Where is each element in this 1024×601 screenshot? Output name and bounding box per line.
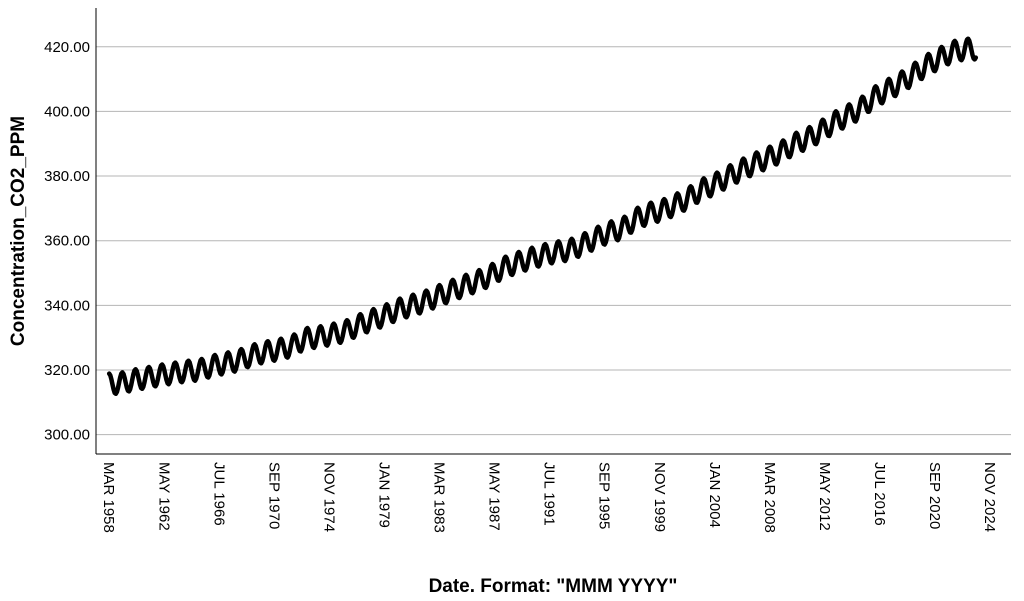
x-tick-label: MAR 2008 [761, 462, 778, 533]
x-tick-label: NOV 1999 [651, 462, 668, 532]
y-tick-label: 340.00 [44, 297, 90, 314]
x-tick-labels: MAR 1958 MAY 1962 JUL 1966 SEP 1970 NOV 1974… [100, 462, 998, 533]
y-tick-labels: 300.00 320.00 340.00 360.00 380.00 400.00 420.… [44, 39, 90, 444]
grid-lines [96, 46, 1011, 436]
x-tick-label: SEP 1970 [265, 462, 282, 529]
series [106, 36, 979, 397]
x-tick-label: NOV 1974 [320, 462, 337, 532]
y-tick-label: 300.00 [44, 427, 90, 444]
x-tick-label: NOV 2024 [981, 462, 998, 532]
x-tick-label: MAY 2012 [816, 462, 833, 531]
y-tick-label: 400.00 [44, 103, 90, 120]
x-axis-title: Date. Format: "MMM YYYY" [429, 576, 678, 597]
x-tick-label: JAN 2004 [706, 462, 723, 528]
x-tick-label: MAY 1962 [155, 462, 172, 531]
y-tick-label: 320.00 [44, 362, 90, 379]
x-tick-label: MAY 1987 [486, 462, 503, 531]
series-line [106, 36, 979, 397]
y-tick-label: 360.00 [44, 233, 90, 250]
x-tick-label: JUL 1966 [210, 462, 227, 526]
axes [95, 8, 1011, 455]
x-tick-label: SEP 1995 [596, 462, 613, 529]
x-tick-label: JUL 2016 [871, 462, 888, 526]
y-tick-label: 420.00 [44, 39, 90, 56]
x-tick-label: JUL 1991 [541, 462, 558, 526]
x-tick-label: MAR 1983 [431, 462, 448, 533]
x-tick-label: MAR 1958 [100, 462, 117, 533]
y-tick-label: 380.00 [44, 168, 90, 185]
x-tick-label: SEP 2020 [926, 462, 943, 529]
y-axis-title: Concentration_CO2_PPM [8, 116, 29, 346]
x-tick-label: JAN 1979 [375, 462, 392, 528]
